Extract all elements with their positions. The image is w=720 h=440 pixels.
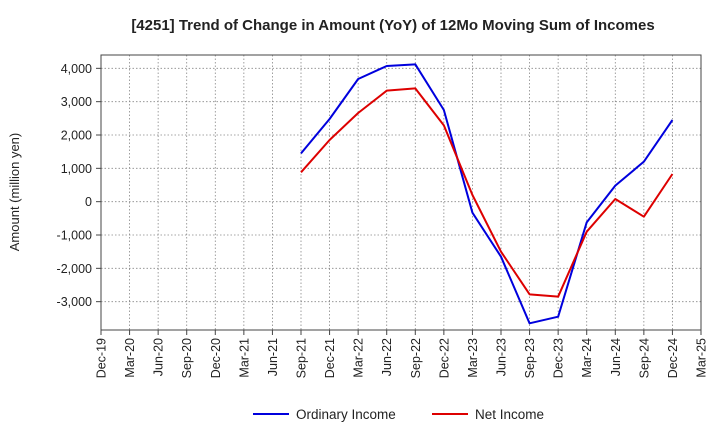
y-tick-label: 1,000	[61, 162, 92, 176]
legend-label-net-income: Net Income	[475, 407, 544, 422]
y-tick-label: 2,000	[61, 129, 92, 143]
y-tick-label: -3,000	[57, 295, 92, 309]
x-tick-label: Jun-21	[266, 338, 280, 376]
x-tick-label: Dec-23	[552, 338, 566, 378]
x-tick-label: Mar-20	[123, 338, 137, 378]
x-tick-label: Sep-22	[409, 338, 423, 378]
y-axis: 4,000 3,000 2,000 1,000 0 -1,000 -2,000 -3,000	[57, 62, 101, 309]
x-tick-label: Jun-20	[152, 338, 166, 376]
x-tick-label: Mar-25	[695, 338, 709, 378]
y-axis-label: Amount (million yen)	[7, 133, 22, 252]
y-tick-label: 4,000	[61, 62, 92, 76]
series-line-ordinary-income	[300, 63, 674, 325]
x-tick-label: Mar-24	[580, 338, 594, 378]
grid	[101, 55, 701, 330]
legend-label-ordinary-income: Ordinary Income	[296, 407, 396, 422]
x-tick-label: Jun-24	[609, 338, 623, 376]
x-tick-label: Sep-23	[523, 338, 537, 378]
series-layer	[300, 63, 674, 325]
x-tick-label: Dec-19	[95, 338, 109, 378]
y-tick-label: 0	[85, 195, 92, 209]
y-tick-label: 3,000	[61, 95, 92, 109]
y-tick-label: -1,000	[57, 229, 92, 243]
series-line-net-income	[300, 87, 674, 298]
x-tick-label: Dec-24	[666, 338, 680, 378]
legend: Ordinary Income Net Income	[253, 407, 544, 422]
x-tick-label: Mar-21	[237, 338, 251, 378]
x-tick-label: Sep-24	[637, 338, 651, 378]
x-tick-label: Mar-23	[466, 338, 480, 378]
chart-title: [4251] Trend of Change in Amount (YoY) o…	[131, 17, 654, 34]
x-tick-label: Sep-20	[180, 338, 194, 378]
y-tick-label: -2,000	[57, 262, 92, 276]
x-axis: Dec-19 Mar-20 Jun-20 Sep-20 Dec-20 Mar-21 Jun-…	[95, 330, 709, 378]
x-tick-label: Dec-20	[209, 338, 223, 378]
x-tick-label: Jun-23	[495, 338, 509, 376]
x-tick-label: Sep-21	[295, 338, 309, 378]
plot-area-frame	[100, 54, 702, 331]
x-tick-label: Jun-22	[380, 338, 394, 376]
x-tick-label: Dec-22	[437, 338, 451, 378]
x-tick-label: Dec-21	[323, 338, 337, 378]
x-tick-label: Mar-22	[352, 338, 366, 378]
